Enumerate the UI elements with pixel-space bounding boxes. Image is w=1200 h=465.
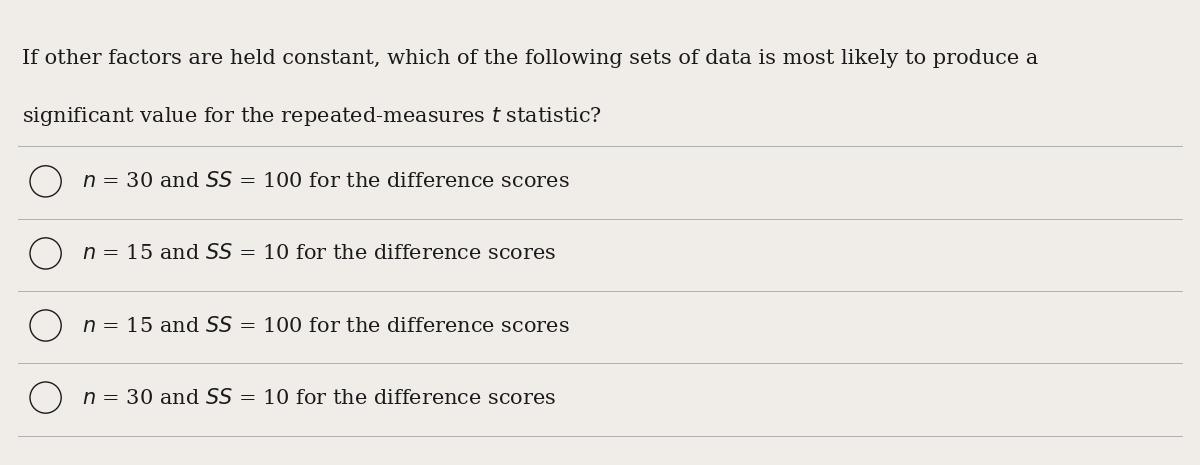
- Text: $n$ = 15 and $SS$ = 10 for the difference scores: $n$ = 15 and $SS$ = 10 for the differenc…: [82, 243, 556, 264]
- Text: $n$ = 30 and $SS$ = 100 for the difference scores: $n$ = 30 and $SS$ = 100 for the differen…: [82, 171, 569, 192]
- Text: $n$ = 15 and $SS$ = 100 for the difference scores: $n$ = 15 and $SS$ = 100 for the differen…: [82, 315, 569, 336]
- Text: If other factors are held constant, which of the following sets of data is most : If other factors are held constant, whic…: [22, 49, 1038, 68]
- Text: significant value for the repeated-measures $t$ statistic?: significant value for the repeated-measu…: [22, 105, 601, 127]
- Text: $n$ = 30 and $SS$ = 10 for the difference scores: $n$ = 30 and $SS$ = 10 for the differenc…: [82, 387, 556, 408]
